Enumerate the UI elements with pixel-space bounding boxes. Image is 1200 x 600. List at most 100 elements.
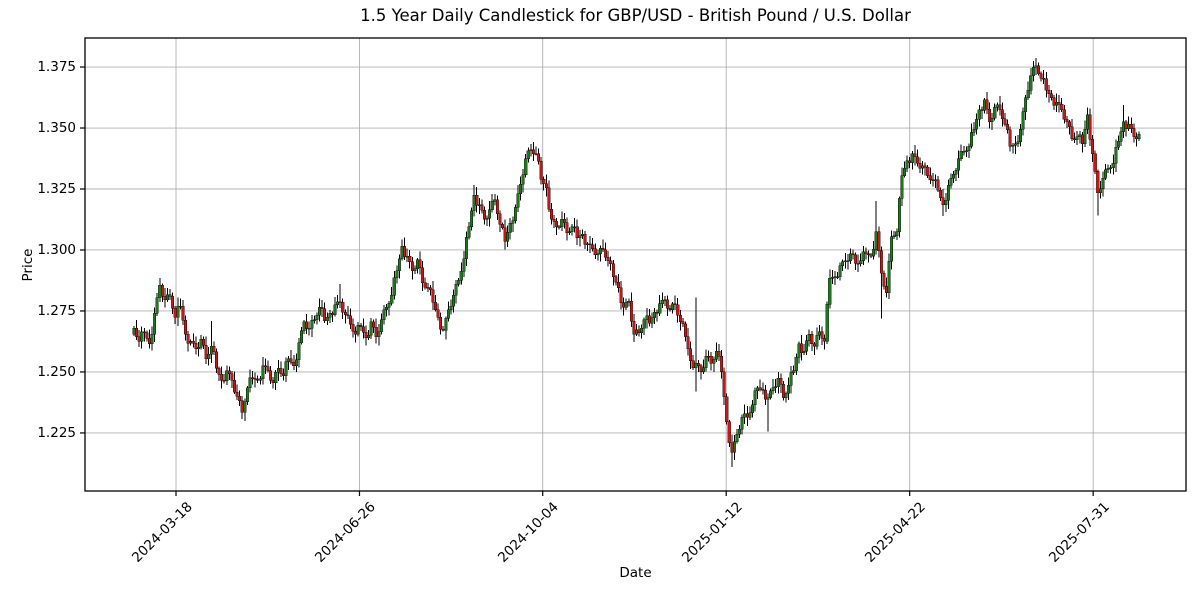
candle-body	[539, 160, 543, 180]
candle-body	[799, 343, 803, 354]
candle-body	[882, 272, 886, 287]
candle-body	[1122, 121, 1126, 132]
candle-body	[166, 294, 170, 301]
candle-body	[338, 301, 342, 304]
candle-body	[825, 304, 829, 342]
candle-body	[351, 324, 355, 332]
candle-body	[1000, 109, 1004, 120]
candle-body	[470, 210, 474, 228]
candle-body	[1021, 111, 1025, 130]
candle-body	[763, 390, 767, 400]
candle-body	[1049, 93, 1053, 98]
candle-body	[328, 313, 332, 318]
candle-body	[537, 153, 541, 162]
candle-body	[988, 108, 992, 123]
candle-body	[307, 327, 311, 330]
candle-body	[1129, 124, 1133, 129]
plot-border	[84, 37, 1187, 492]
candle-body	[142, 331, 146, 334]
candle-body	[547, 187, 551, 210]
candle-body	[931, 179, 935, 182]
candle-body	[488, 209, 492, 219]
candle-body	[1034, 65, 1038, 68]
candle-body	[503, 227, 507, 242]
candle-body	[150, 333, 154, 345]
candle-body	[521, 174, 525, 185]
candle-body	[598, 248, 602, 254]
y-tick-label: 1.275	[37, 302, 76, 319]
candle-body	[557, 226, 561, 228]
candle-body	[658, 303, 662, 314]
candle-body	[1085, 114, 1089, 130]
candle-body	[207, 354, 211, 359]
candle-body	[508, 222, 512, 233]
candle-body	[1042, 77, 1046, 80]
candle-body	[704, 355, 708, 368]
candle-body	[276, 368, 280, 373]
candle-body	[562, 219, 566, 223]
candle-body	[464, 237, 468, 259]
candle-body	[1039, 73, 1043, 79]
candle-body	[524, 158, 528, 176]
candle-body	[421, 267, 425, 284]
candle-body	[184, 319, 188, 335]
candle-body	[413, 268, 417, 271]
candle-body	[743, 413, 747, 418]
candle-body	[640, 327, 644, 334]
candle-body	[281, 373, 285, 376]
candle-body	[722, 371, 726, 398]
candle-body	[181, 305, 185, 321]
candle-body	[611, 263, 615, 278]
candle-body	[756, 387, 760, 392]
candle-body	[348, 315, 352, 325]
candle-body	[573, 226, 577, 229]
candle-body	[289, 358, 293, 363]
candle-body	[475, 194, 479, 206]
candle-body	[740, 416, 744, 430]
candle-body	[647, 315, 651, 324]
candle-body	[872, 249, 876, 257]
candle-body	[343, 311, 347, 315]
candle-body	[805, 340, 809, 352]
candle-body	[209, 346, 213, 355]
candle-body	[171, 296, 175, 309]
candle-body	[946, 185, 950, 201]
candle-body	[681, 321, 685, 325]
candle-body	[580, 233, 584, 237]
candle-body	[397, 258, 401, 271]
candle-body	[462, 258, 466, 272]
candle-body	[346, 314, 350, 317]
candle-body	[287, 358, 291, 362]
candle-body	[1075, 136, 1079, 140]
candle-body	[457, 280, 461, 285]
candle-body	[959, 151, 963, 159]
candle-body	[312, 319, 316, 321]
candle-body	[696, 363, 700, 367]
candle-body	[300, 330, 304, 343]
candle-body	[1124, 121, 1128, 129]
candle-body	[534, 153, 538, 155]
candle-body	[807, 333, 811, 342]
candle-body	[333, 304, 337, 315]
candle-body	[1127, 124, 1131, 129]
candle-body	[506, 232, 510, 242]
candle-body	[900, 175, 904, 199]
candle-body	[245, 387, 249, 402]
candle-body	[359, 324, 363, 328]
candle-body	[781, 384, 785, 398]
candle-body	[354, 330, 358, 335]
candle-body	[1098, 188, 1102, 193]
candle-body	[686, 336, 690, 349]
candle-body	[650, 317, 654, 324]
candle-body	[792, 370, 796, 373]
candle-body	[1070, 126, 1074, 140]
y-tick-label: 1.300	[37, 241, 76, 258]
candle-body	[1119, 131, 1123, 142]
candle-body	[1065, 119, 1069, 123]
candle-body	[364, 332, 368, 339]
candle-body	[663, 299, 667, 302]
candle-body	[1091, 139, 1095, 154]
candle-body	[403, 246, 407, 257]
candle-body	[227, 370, 231, 375]
